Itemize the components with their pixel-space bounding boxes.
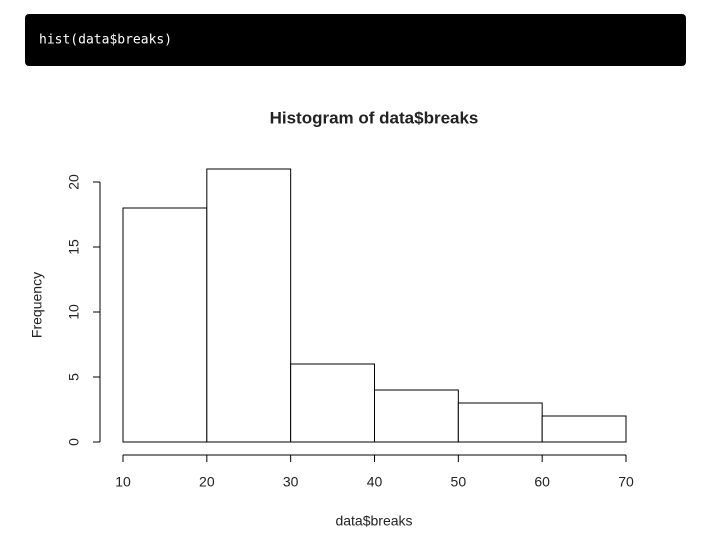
y-axis-label: Frequency	[29, 272, 45, 338]
bar	[457, 402, 543, 443]
bar	[374, 389, 459, 443]
x-tick-label: 70	[618, 474, 634, 490]
y-tick-label: 20	[66, 174, 82, 190]
bar	[122, 207, 208, 443]
x-tick-label: 30	[283, 474, 299, 490]
y-tick-label: 0	[66, 438, 82, 446]
y-tick-label: 10	[66, 304, 82, 320]
code-block	[25, 14, 686, 66]
code-text: hist(data$breaks)	[39, 33, 172, 48]
bar	[541, 415, 627, 443]
chart-title: Histogram of data$breaks	[270, 108, 479, 127]
bar	[290, 363, 375, 443]
x-tick-label: 10	[115, 474, 131, 490]
bar	[206, 168, 292, 443]
x-tick-label: 50	[451, 474, 467, 490]
x-axis-label: data$breaks	[335, 513, 412, 529]
y-tick-label: 15	[66, 239, 82, 255]
x-tick-label: 40	[367, 474, 383, 490]
x-tick-label: 20	[199, 474, 215, 490]
y-tick-label: 5	[66, 373, 82, 381]
x-tick-label: 60	[534, 474, 550, 490]
